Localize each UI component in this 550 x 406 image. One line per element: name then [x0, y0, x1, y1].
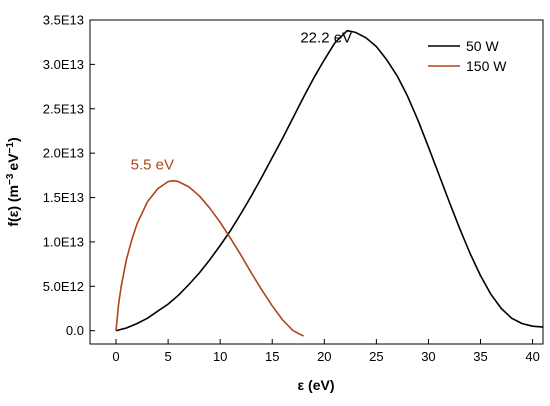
x-tick-label-1: 5	[164, 349, 171, 364]
series-line-0	[115, 29, 544, 332]
y-axis-title: f(ε) (m−3 eV−1)	[5, 137, 22, 226]
x-tick-label-3: 15	[265, 349, 279, 364]
y-axis-ticks: 0.0 5.0E12 1.0E13 1.5E13 2.0E13 2.5E13 3.0E13 3…	[43, 13, 95, 338]
y-tick-label-6: 3.0E13	[43, 57, 84, 72]
y-tick-label-2: 1.0E13	[43, 234, 84, 249]
annotation-1: 5.5 eV	[131, 157, 174, 174]
x-axis-title: ε (eV)	[298, 377, 335, 393]
series-lines	[115, 29, 544, 337]
y-tick-label-0: 0.0	[66, 323, 84, 338]
x-tick-label-5: 25	[369, 349, 383, 364]
annotations: 22.2 eV 5.5 eV	[131, 30, 352, 174]
x-tick-label-2: 10	[213, 349, 227, 364]
y-tick-label-1: 5.0E12	[43, 279, 84, 294]
x-tick-label-0: 0	[112, 349, 119, 364]
y-axis-title-sup2: −1	[5, 142, 16, 154]
series-line-1	[115, 179, 304, 337]
y-axis-title-end: )	[5, 137, 21, 142]
x-tick-label-4: 20	[317, 349, 331, 364]
legend: 50 W 150 W	[428, 38, 507, 74]
x-tick-label-7: 35	[473, 349, 487, 364]
y-tick-label-4: 2.0E13	[43, 146, 84, 161]
y-axis-title-main: f(ε) (m	[5, 185, 21, 227]
y-tick-label-5: 2.5E13	[43, 101, 84, 116]
legend-label-150w: 150 W	[466, 58, 507, 74]
x-tick-label-8: 40	[525, 349, 539, 364]
y-axis-title-mid: eV	[5, 153, 21, 171]
y-tick-label-3: 1.5E13	[43, 190, 84, 205]
annotation-0: 22.2 eV	[300, 30, 352, 47]
x-axis-ticks: 0 5 10 15 20 25 30 35 40	[112, 339, 540, 364]
plot-frame	[89, 19, 544, 345]
legend-label-50w: 50 W	[466, 38, 499, 54]
x-tick-label-6: 30	[421, 349, 435, 364]
y-axis-title-sup1: −3	[5, 173, 16, 185]
y-tick-label-7: 3.5E13	[43, 13, 84, 28]
